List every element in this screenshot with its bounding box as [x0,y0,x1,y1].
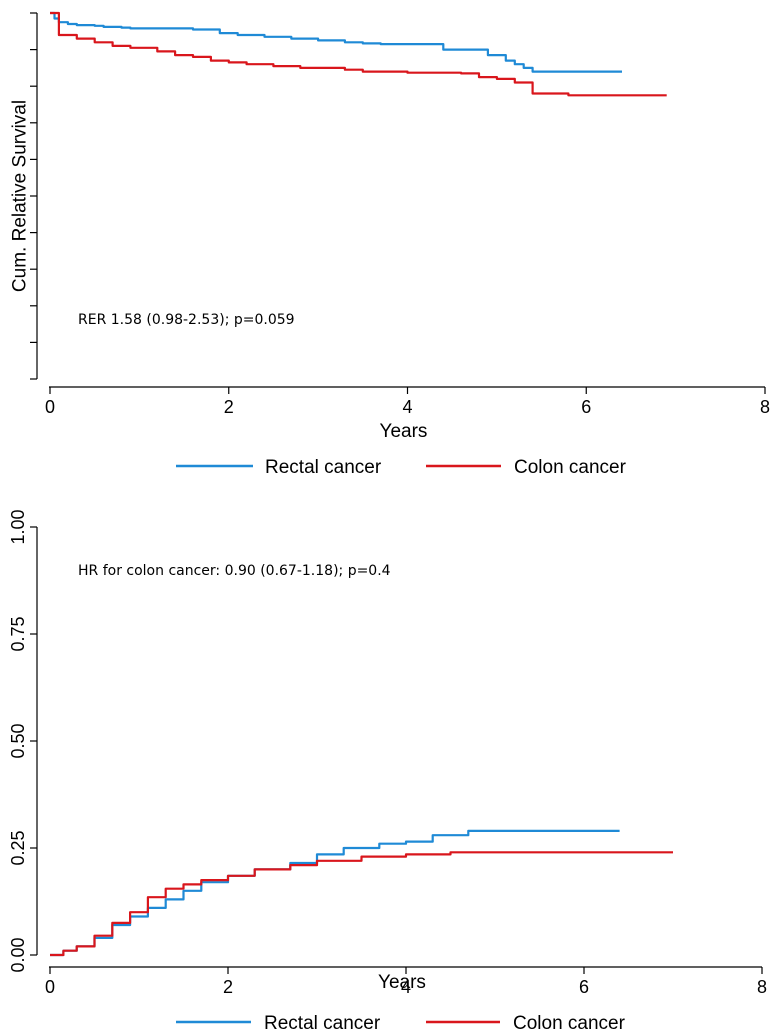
y-tick-label: 1.00 [8,509,28,544]
legend-label-rectal: Rectal cancer [265,457,382,478]
x-axis-title: Years [380,421,428,442]
colon-cancer-curve [50,851,673,957]
y-tick-label: 0.25 [8,830,28,865]
legend-label-colon: Colon cancer [514,457,627,478]
survival-panel: 0 2 4 6 8 Years Cum. Relative Survival RER 1.58… [10,11,770,478]
colon-cancer-curve [50,11,667,97]
x-axis-title: Years [378,972,426,993]
y-tick-label: 0.00 [8,937,28,972]
x-tick-label: 2 [224,397,234,417]
x-tick-label: 0 [45,397,55,417]
x-tick-label: 8 [760,397,770,417]
x-tick-label: 4 [402,397,412,417]
x-tick-label: 6 [581,397,591,417]
y-tick-label: 0.75 [8,616,28,651]
cumulative-incidence-panel: 0 2 4 6 8 Years 0.00 0.25 0.50 0.75 1.00 HR for col… [8,509,767,1033]
legend-label-rectal: Rectal cancer [264,1013,381,1033]
rectal-cancer-curve [50,829,620,957]
x-tick-label: 0 [45,977,55,997]
x-tick-label: 6 [579,977,589,997]
x-tick-label: 2 [223,977,233,997]
annotation-text: RER 1.58 (0.98-2.53); p=0.059 [78,312,295,328]
legend-label-colon: Colon cancer [513,1013,626,1033]
x-tick-label: 8 [757,977,767,997]
y-axis-title: Cum. Relative Survival [10,100,31,292]
y-tick-label: 0.50 [8,723,28,758]
rectal-cancer-curve [50,11,622,73]
x-tick-label: 4 [401,977,411,997]
annotation-text: HR for colon cancer: 0.90 (0.67-1.18); p… [78,563,391,579]
